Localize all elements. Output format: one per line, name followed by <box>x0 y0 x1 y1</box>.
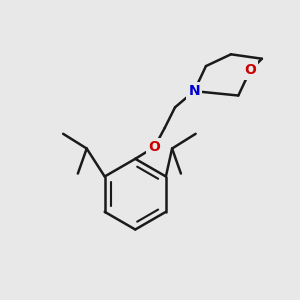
Text: O: O <box>148 140 160 154</box>
Text: O: O <box>244 64 256 77</box>
Text: N: N <box>188 84 200 98</box>
